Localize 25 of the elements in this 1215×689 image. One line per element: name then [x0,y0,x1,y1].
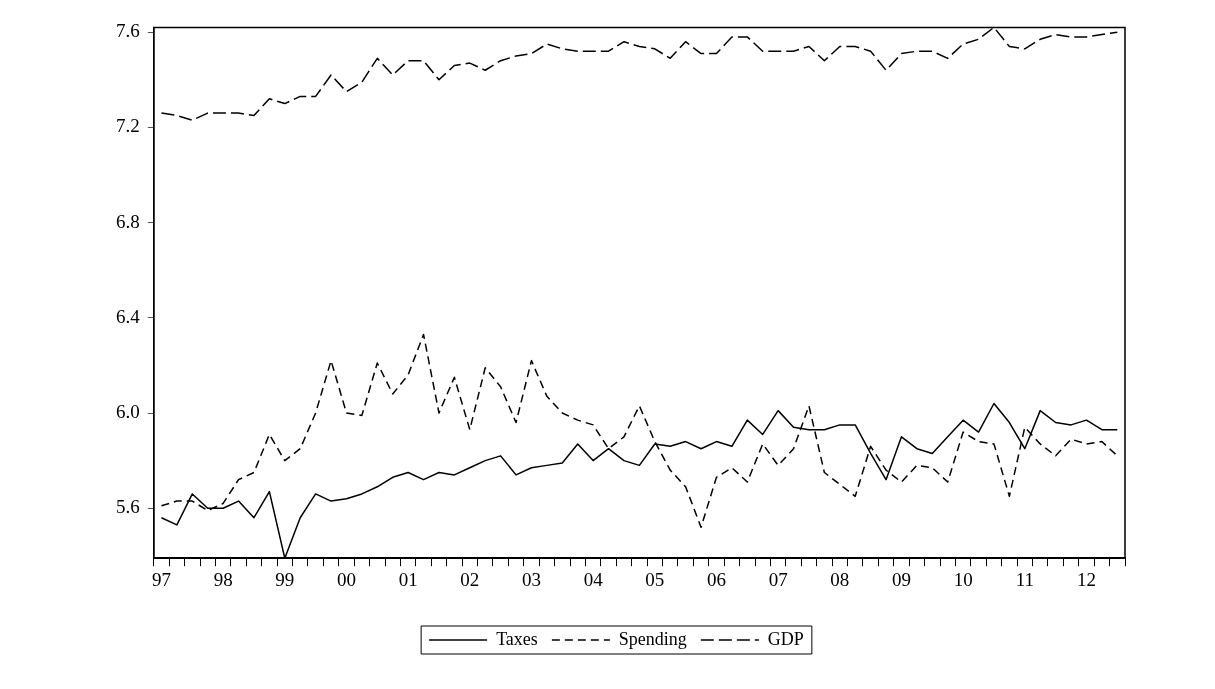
legend-label: Spending [618,628,687,649]
x-tick-label: 07 [768,568,788,590]
x-tick-label: 10 [953,568,973,590]
legend-label: GDP [767,628,804,649]
x-tick-label: 03 [521,568,541,590]
x-tick-label: 05 [645,568,665,590]
y-tick-label: 6.8 [116,210,140,232]
legend-label: Taxes [496,628,538,649]
x-tick-label: 09 [891,568,911,590]
y-tick-label: 7.2 [116,115,140,137]
x-tick-label: 08 [830,568,850,590]
x-tick-label: 12 [1076,568,1096,590]
x-tick-label: 06 [706,568,726,590]
y-tick-label: 7.6 [116,20,140,42]
y-tick-label: 6.4 [116,305,141,327]
x-tick-label: 04 [583,568,604,590]
x-tick-label: 99 [275,568,295,590]
x-tick-label: 97 [151,568,171,590]
x-tick-label: 98 [213,568,233,590]
x-tick-label: 01 [398,568,418,590]
y-tick-label: 5.6 [116,496,140,518]
x-tick-label: 11 [1015,568,1034,590]
x-tick-label: 00 [336,568,356,590]
x-tick-label: 02 [460,568,480,590]
y-tick-label: 6.0 [116,400,140,422]
